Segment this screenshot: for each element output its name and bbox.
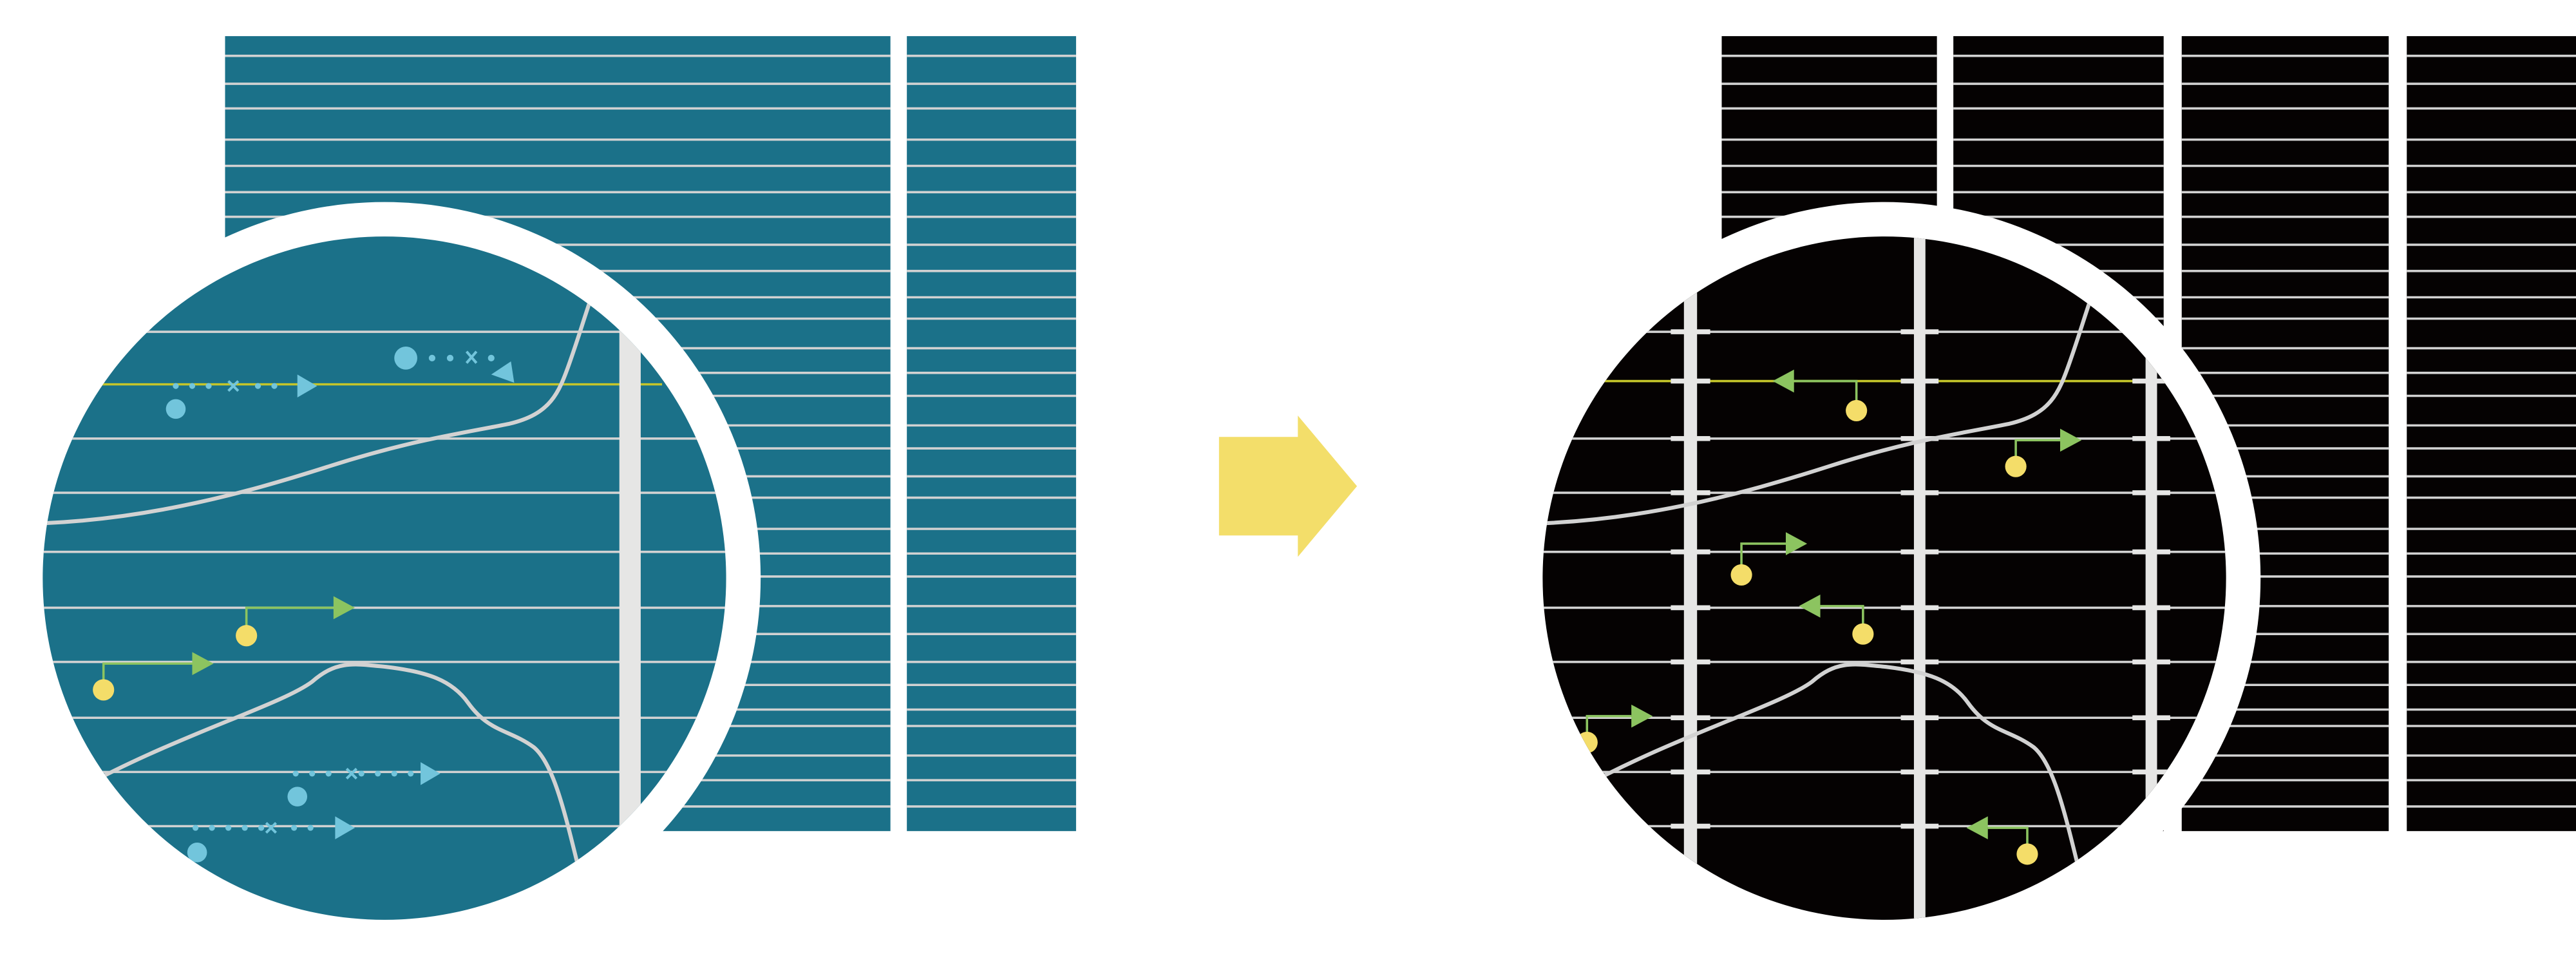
- lens-background: [43, 236, 726, 920]
- dotted-path-dot: [375, 770, 381, 777]
- marker-dot: [236, 625, 258, 647]
- marker-dot: [394, 346, 417, 370]
- dotted-path-dot: [173, 383, 179, 389]
- column-tick: [2132, 659, 2170, 665]
- dotted-path-dot: [189, 383, 196, 389]
- arrowhead-right-icon: [1785, 532, 1808, 555]
- cross-marker-icon: [465, 350, 478, 364]
- marker-dot: [1846, 399, 1868, 422]
- column-tick: [2132, 605, 2170, 611]
- column-divider: [619, 295, 641, 854]
- column-tick: [1671, 329, 1710, 334]
- arrowhead-right-icon: [333, 596, 355, 620]
- column-tick: [1900, 715, 1939, 721]
- column-tick: [1671, 490, 1710, 495]
- trajectory-curve: [64, 662, 585, 888]
- column-tick: [2132, 769, 2170, 775]
- column-tick: [1671, 549, 1710, 555]
- dotted-path-dot: [242, 825, 248, 831]
- column-tick: [1900, 329, 1939, 334]
- column-tick: [1671, 605, 1710, 611]
- marker-dot: [93, 679, 115, 701]
- dotted-path-dot: [258, 825, 265, 831]
- column-tick: [1900, 378, 1939, 384]
- marker-dot: [166, 399, 186, 419]
- after-lens: [1542, 236, 2226, 920]
- arrowhead-right-icon: [297, 374, 317, 398]
- cross-marker-icon: [345, 767, 358, 780]
- dotted-path-dot: [391, 770, 397, 777]
- dotted-path-dot: [307, 825, 314, 831]
- table-column: [907, 36, 1076, 832]
- dotted-path-dot: [271, 383, 278, 389]
- before-lens: [43, 236, 726, 920]
- column-tick: [1900, 490, 1939, 495]
- dotted-path-dot: [325, 770, 332, 777]
- dotted-path-dot: [205, 383, 212, 389]
- arrowhead-right-icon: [1631, 704, 1653, 728]
- column-tick: [1900, 435, 1939, 441]
- dotted-path-dot: [291, 825, 298, 831]
- column-tick: [2132, 490, 2170, 495]
- column-tick: [2132, 715, 2170, 721]
- marker-dot: [1852, 623, 1874, 645]
- arrowhead-right-icon: [335, 816, 355, 839]
- marker-dot: [2005, 455, 2027, 477]
- trajectory-curve: [1542, 287, 2097, 526]
- arrowhead-right-icon: [2060, 428, 2082, 452]
- column-tick: [1671, 769, 1710, 775]
- arrowhead-left-icon: [1966, 816, 1988, 839]
- column-tick: [1900, 769, 1939, 775]
- column-tick: [1671, 823, 1710, 829]
- arrowhead-right-icon: [421, 762, 440, 785]
- table-column: [2407, 36, 2576, 832]
- column-tick: [1900, 605, 1939, 611]
- column-tick: [2132, 378, 2170, 384]
- dotted-path-dot: [428, 354, 436, 361]
- marker-dot: [187, 843, 207, 863]
- arrowhead-left-icon: [1772, 369, 1794, 393]
- dotted-path-dot: [254, 383, 261, 389]
- dotted-path-dot: [446, 354, 454, 361]
- trajectory-curve: [43, 287, 597, 526]
- column-tick: [1671, 435, 1710, 441]
- arrow-right-icon: [1218, 415, 1358, 557]
- marker-dot: [1730, 564, 1752, 586]
- dotted-path-dot: [358, 770, 365, 777]
- dotted-path-dot: [309, 770, 316, 777]
- marker-dot: [2016, 843, 2038, 865]
- column-tick: [1671, 715, 1710, 721]
- column-tick: [1900, 549, 1939, 555]
- dotted-path-dot: [209, 825, 215, 831]
- column-divider: [1913, 236, 1926, 920]
- cross-marker-icon: [265, 821, 278, 834]
- column-tick: [1671, 659, 1710, 665]
- column-tick: [2132, 435, 2170, 441]
- column-tick: [1671, 378, 1710, 384]
- dotted-path-dot: [292, 770, 299, 777]
- dotted-path-dot: [408, 770, 414, 777]
- column-tick: [2132, 549, 2170, 555]
- dotted-path-dot: [488, 354, 495, 361]
- column-tick: [1900, 659, 1939, 665]
- cross-marker-icon: [227, 380, 240, 392]
- column-divider: [2145, 236, 2157, 920]
- arrowhead-right-icon: [192, 652, 214, 675]
- arrowhead-icon: [491, 361, 515, 383]
- dotted-path-dot: [192, 825, 199, 831]
- dotted-path-dot: [225, 825, 232, 831]
- arrowhead-left-icon: [1799, 595, 1821, 618]
- column-divider: [1683, 236, 1698, 920]
- lens-background: [1542, 236, 2226, 920]
- marker-dot: [287, 787, 308, 807]
- trajectory-curve: [1564, 662, 2085, 888]
- column-tick: [1900, 823, 1939, 829]
